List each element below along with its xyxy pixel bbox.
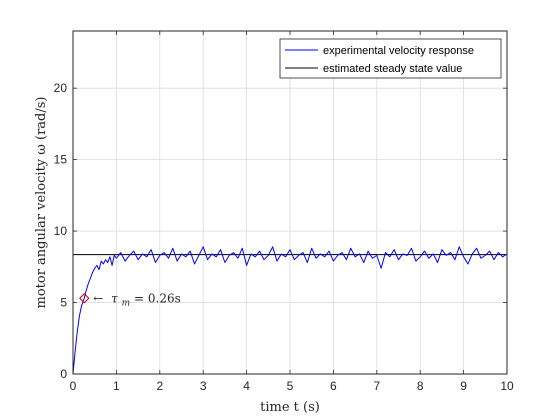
x-tick-label: 8 xyxy=(417,379,424,393)
x-tick-label: 7 xyxy=(373,379,380,393)
x-tick-label: 1 xyxy=(113,379,120,393)
series-experimental-velocity xyxy=(72,246,508,375)
annotation-value: = 0.26s xyxy=(134,291,181,305)
annotation-subscript: m xyxy=(122,298,131,308)
x-tick-label: 3 xyxy=(200,379,207,393)
tau-marker xyxy=(79,293,90,304)
legend: experimental velocity response estimated… xyxy=(279,38,502,79)
annotation-symbol: τ xyxy=(111,291,118,305)
legend-label-steady-state: estimated steady state value xyxy=(323,63,462,75)
y-axis-label: motor angular velocity ω (rad/s) xyxy=(34,97,49,309)
y-tick-label: 0 xyxy=(60,367,67,381)
x-tick-label: 2 xyxy=(156,379,163,393)
legend-box xyxy=(279,38,502,79)
x-tick-label: 6 xyxy=(330,379,337,393)
tick-layer: 0 1 2 3 4 5 6 7 8 9 10 0 5 10 15 20 xyxy=(54,31,514,393)
tau-annotation-text: ← τ m = 0.26s xyxy=(93,291,180,308)
x-tick-label: 5 xyxy=(287,379,294,393)
grid xyxy=(73,31,507,374)
series-layer xyxy=(72,246,508,375)
x-tick-label: 10 xyxy=(500,379,514,393)
y-tick-label: 20 xyxy=(54,81,68,95)
annotation-arrow: ← xyxy=(93,291,103,305)
y-tick-label: 15 xyxy=(54,153,68,167)
tau-annotation: ← τ m = 0.26s xyxy=(93,291,180,308)
x-tick-label: 9 xyxy=(460,379,467,393)
x-tick-label: 4 xyxy=(243,379,250,393)
y-tick-label: 5 xyxy=(60,296,67,310)
y-tick-label: 10 xyxy=(54,224,68,238)
x-axis-label: time t (s) xyxy=(260,400,320,415)
x-tick-label: 0 xyxy=(70,379,77,393)
legend-label-experimental: experimental velocity response xyxy=(323,45,474,57)
